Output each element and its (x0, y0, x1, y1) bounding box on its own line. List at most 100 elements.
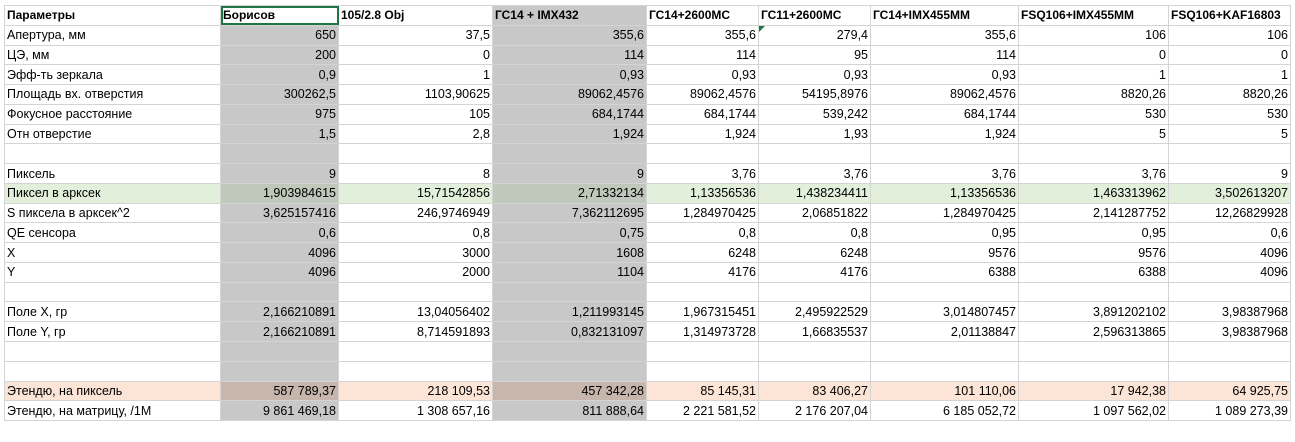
value-cell[interactable]: 0 (1168, 44, 1291, 66)
row-label-cell[interactable]: Апертура, мм (4, 24, 221, 46)
value-cell[interactable]: 3,014807457 (870, 301, 1019, 323)
row-label-cell[interactable]: Пиксел в арксек (4, 182, 221, 204)
value-cell[interactable]: 355,6 (646, 24, 759, 46)
header-cell-parameters[interactable]: Параметры (4, 5, 221, 26)
value-cell[interactable] (338, 341, 493, 362)
value-cell[interactable]: 4096 (1168, 261, 1291, 283)
value-cell[interactable]: 1,438234411 (758, 182, 871, 204)
value-cell[interactable]: 1,93 (758, 123, 871, 145)
value-cell[interactable] (220, 143, 339, 165)
row-label-cell[interactable]: Этендю, на пиксель (4, 380, 221, 402)
value-cell[interactable]: 3,625157416 (220, 202, 339, 224)
value-cell[interactable]: 89062,4576 (646, 84, 759, 105)
header-cell-config[interactable]: 105/2.8 Obj (338, 5, 493, 26)
row-label-cell[interactable]: Y (4, 261, 221, 283)
header-cell-config[interactable]: ГС14 + IMX432 (492, 5, 647, 26)
value-cell[interactable] (1018, 360, 1169, 382)
value-cell[interactable]: 15,71542856 (338, 182, 493, 204)
value-cell[interactable]: 0,95 (1018, 222, 1169, 244)
value-cell[interactable] (870, 281, 1019, 303)
value-cell[interactable]: 6388 (1018, 261, 1169, 283)
value-cell[interactable]: 6248 (646, 242, 759, 263)
value-cell[interactable]: 246,9746949 (338, 202, 493, 224)
value-cell[interactable]: 2 176 207,04 (758, 400, 871, 422)
value-cell[interactable]: 3,76 (646, 163, 759, 184)
value-cell[interactable]: 3,98387968 (1168, 301, 1291, 323)
value-cell[interactable]: 4096 (220, 261, 339, 283)
value-cell[interactable]: 1,924 (492, 123, 647, 145)
header-cell-config[interactable]: FSQ106+IMX455MM (1018, 5, 1169, 26)
value-cell[interactable]: 1104 (492, 261, 647, 283)
value-cell[interactable]: 1 308 657,16 (338, 400, 493, 422)
value-cell[interactable] (338, 281, 493, 303)
row-label-cell[interactable]: Отн отверстие (4, 123, 221, 145)
value-cell[interactable] (758, 143, 871, 165)
value-cell[interactable]: 4096 (1168, 242, 1291, 263)
value-cell[interactable] (1168, 143, 1291, 165)
value-cell[interactable]: 300262,5 (220, 84, 339, 105)
value-cell[interactable]: 457 342,28 (492, 380, 647, 402)
header-cell-config[interactable]: ГС11+2600MC (758, 5, 871, 26)
value-cell[interactable]: 218 109,53 (338, 380, 493, 402)
value-cell[interactable]: 0 (1018, 44, 1169, 66)
value-cell[interactable]: 0,93 (492, 64, 647, 86)
value-cell[interactable]: 64 925,75 (1168, 380, 1291, 402)
value-cell[interactable]: 2000 (338, 261, 493, 283)
value-cell[interactable]: 13,04056402 (338, 301, 493, 323)
value-cell[interactable]: 811 888,64 (492, 400, 647, 422)
value-cell[interactable]: 3,502613207 (1168, 182, 1291, 204)
value-cell[interactable]: 1103,90625 (338, 84, 493, 105)
value-cell[interactable]: 89062,4576 (492, 84, 647, 105)
row-label-cell[interactable]: ЦЭ, мм (4, 44, 221, 66)
value-cell[interactable]: 12,26829928 (1168, 202, 1291, 224)
value-cell[interactable] (492, 360, 647, 382)
value-cell[interactable]: 5 (1018, 123, 1169, 145)
row-label-cell[interactable] (4, 341, 221, 362)
value-cell[interactable]: 2,8 (338, 123, 493, 145)
value-cell[interactable] (758, 341, 871, 362)
value-cell[interactable]: 7,362112695 (492, 202, 647, 224)
value-cell[interactable] (1018, 143, 1169, 165)
value-cell[interactable] (870, 360, 1019, 382)
value-cell[interactable] (492, 341, 647, 362)
value-cell[interactable]: 0,75 (492, 222, 647, 244)
value-cell[interactable]: 89062,4576 (870, 84, 1019, 105)
value-cell[interactable]: 0 (338, 44, 493, 66)
value-cell[interactable]: 530 (1018, 103, 1169, 125)
value-cell[interactable]: 8,714591893 (338, 321, 493, 343)
value-cell[interactable] (220, 341, 339, 362)
value-cell[interactable]: 6248 (758, 242, 871, 263)
value-cell[interactable]: 539,242 (758, 103, 871, 125)
value-cell[interactable]: 114 (870, 44, 1019, 66)
value-cell[interactable] (338, 360, 493, 382)
value-cell[interactable]: 1,13356536 (870, 182, 1019, 204)
value-cell[interactable]: 279,4 (758, 24, 871, 46)
value-cell[interactable]: 9 (492, 163, 647, 184)
value-cell[interactable]: 1 097 562,02 (1018, 400, 1169, 422)
value-cell[interactable]: 355,6 (870, 24, 1019, 46)
value-cell[interactable]: 95 (758, 44, 871, 66)
value-cell[interactable]: 650 (220, 24, 339, 46)
value-cell[interactable] (220, 281, 339, 303)
value-cell[interactable] (492, 281, 647, 303)
value-cell[interactable] (1168, 281, 1291, 303)
value-cell[interactable]: 587 789,37 (220, 380, 339, 402)
value-cell[interactable]: 1,284970425 (646, 202, 759, 224)
value-cell[interactable]: 1 (1168, 64, 1291, 86)
value-cell[interactable]: 684,1744 (646, 103, 759, 125)
value-cell[interactable] (1168, 360, 1291, 382)
row-label-cell[interactable]: X (4, 242, 221, 263)
value-cell[interactable]: 101 110,06 (870, 380, 1019, 402)
value-cell[interactable]: 2,06851822 (758, 202, 871, 224)
value-cell[interactable] (870, 341, 1019, 362)
value-cell[interactable]: 0,8 (338, 222, 493, 244)
header-cell-config[interactable]: Борисов (220, 5, 339, 26)
value-cell[interactable]: 3,98387968 (1168, 321, 1291, 343)
value-cell[interactable]: 54195,8976 (758, 84, 871, 105)
row-label-cell[interactable] (4, 281, 221, 303)
row-label-cell[interactable]: Пиксель (4, 163, 221, 184)
value-cell[interactable] (1018, 341, 1169, 362)
value-cell[interactable]: 530 (1168, 103, 1291, 125)
value-cell[interactable]: 105 (338, 103, 493, 125)
value-cell[interactable]: 8820,26 (1018, 84, 1169, 105)
